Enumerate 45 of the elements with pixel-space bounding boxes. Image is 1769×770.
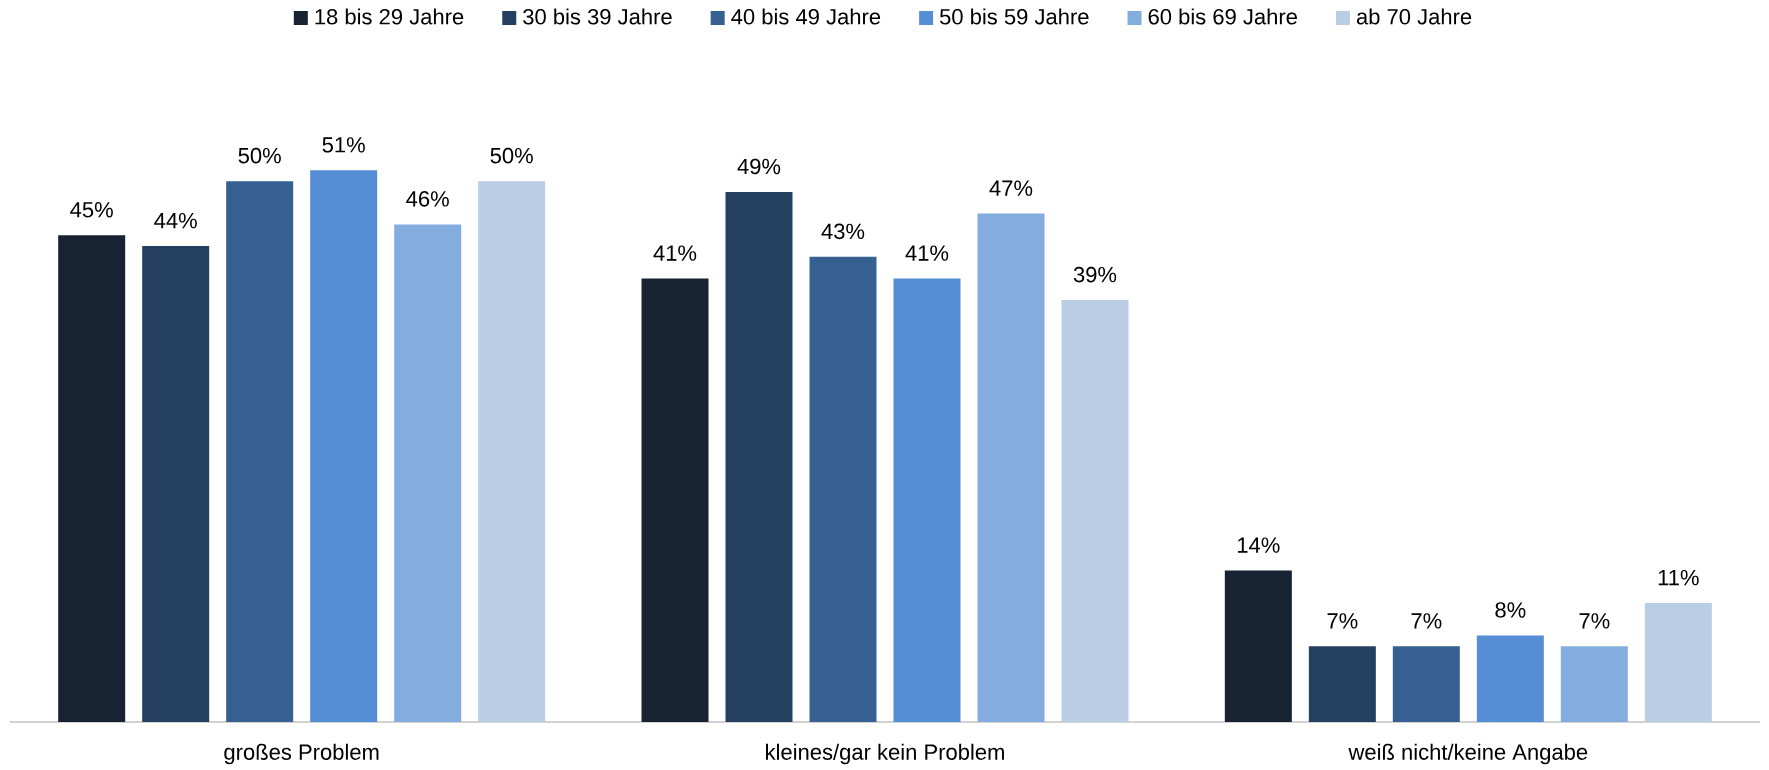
legend-label: 60 bis 69 Jahre (1148, 8, 1297, 25)
data-label: 43% (821, 223, 865, 240)
bar (893, 278, 961, 722)
x-tick-label: kleines/gar kein Problem (766, 743, 1004, 765)
data-label: 51% (322, 137, 365, 153)
legend-label: ab 70 Jahre (1356, 8, 1472, 25)
legend-label: 18 bis 29 Jahre (315, 8, 464, 25)
data-label: 7% (1579, 613, 1610, 629)
bar (1560, 646, 1628, 722)
data-label: 14% (1237, 537, 1280, 553)
x-tick-label: weiß nicht/keine Angabe (1348, 743, 1588, 765)
bar (478, 181, 546, 722)
bar (226, 181, 294, 722)
bar (1476, 635, 1544, 722)
data-label: 49% (737, 158, 781, 175)
data-label: 7% (1327, 613, 1358, 629)
bar (641, 278, 709, 722)
data-label: 41% (653, 245, 697, 261)
bar (1392, 646, 1460, 722)
bar (1061, 300, 1129, 722)
bar (1644, 603, 1712, 722)
bar (1308, 646, 1376, 722)
data-label: 47% (989, 180, 1033, 196)
bar (725, 191, 793, 722)
bar (394, 224, 462, 722)
bar (977, 213, 1045, 722)
bar (58, 235, 126, 722)
legend-label: 30 bis 39 Jahre (523, 8, 672, 25)
data-label: 7% (1411, 613, 1442, 629)
data-label: 50% (490, 147, 533, 164)
data-label: 45% (70, 202, 113, 218)
data-label: 41% (905, 245, 949, 261)
data-label: 46% (406, 191, 449, 207)
data-label: 44% (154, 212, 197, 229)
data-label: 11% (1658, 569, 1699, 586)
data-label: 39% (1073, 266, 1117, 283)
data-label: 8% (1495, 602, 1526, 618)
data-label: 50% (238, 147, 281, 164)
bar (310, 170, 378, 722)
legend-label: 40 bis 49 Jahre (731, 8, 881, 25)
x-tick-label: großes Problem (224, 743, 379, 765)
bar (1224, 570, 1292, 722)
legend-label: 50 bis 59 Jahre (939, 8, 1089, 25)
bar (809, 256, 877, 722)
bar (142, 246, 210, 722)
